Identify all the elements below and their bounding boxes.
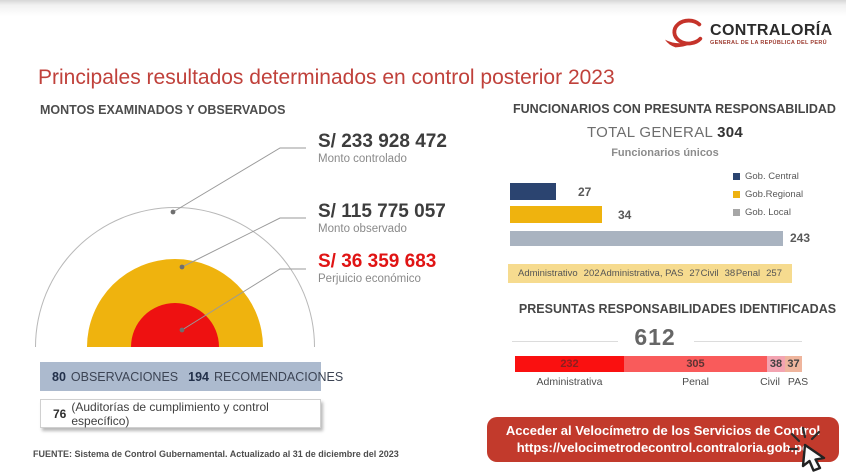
- source-note: FUENTE: Sistema de Control Gubernamental…: [33, 449, 399, 459]
- observaciones-value: 80: [52, 369, 66, 384]
- total-general: TOTAL GENERAL 304: [540, 124, 790, 141]
- recomendaciones-label: RECOMENDACIONES: [213, 369, 344, 384]
- monto-controlado-value: S/ 233 928 472: [318, 131, 447, 152]
- bar-gob-local-value: 243: [790, 231, 811, 245]
- segment-pas: 37: [785, 356, 802, 372]
- montos-heading: MONTOS EXAMINADOS Y OBSERVADOS: [40, 103, 286, 117]
- legend-item-gob-central: Gob. Central: [733, 171, 803, 182]
- segment-penal: 305: [624, 356, 767, 372]
- strip-item-civil: Civil 38: [700, 268, 736, 279]
- strip-item-administrativa-pas: Administrativa, PAS 27: [600, 268, 700, 279]
- velocimetro-button-line1: Acceder al Velocímetro de los Servicios …: [505, 422, 821, 438]
- contraloria-swoosh-icon: [664, 15, 706, 56]
- legend-item-gob-local: Gob. Local: [733, 207, 803, 218]
- funcionarios-unicos-subtitle: Funcionarios únicos: [611, 147, 719, 159]
- bar-gob-regional-value: 34: [618, 208, 632, 222]
- bar-gob-central-value: 27: [578, 185, 592, 199]
- legend-swatch-central: [733, 173, 740, 180]
- presuntas-heading: PRESUNTAS RESPONSABILIDADES IDENTIFICADA…: [518, 302, 837, 316]
- auditorias-value: 76: [53, 406, 67, 421]
- segment-administrativa: 232: [515, 356, 624, 372]
- observaciones-recomendaciones-bar: 80 OBSERVACIONES 194 RECOMENDACIONES: [40, 362, 343, 391]
- brand-name: CONTRALORÍA: [710, 22, 833, 40]
- bar-gob-local: [510, 231, 783, 246]
- velocimetro-link-button[interactable]: Acceder al Velocímetro de los Servicios …: [487, 417, 839, 462]
- legend-swatch-local: [733, 209, 740, 216]
- gob-legend: Gob. Central Gob.Regional Gob. Local: [733, 171, 803, 218]
- segment-label-pas: PAS: [787, 376, 809, 388]
- monto-controlado-label: Monto controlado: [318, 153, 407, 165]
- monto-observado-label: Monto observado: [318, 223, 407, 235]
- monto-observado-value: S/ 115 775 057: [318, 201, 446, 222]
- total-general-value: 304: [717, 124, 743, 141]
- bar-gob-central: [510, 183, 556, 200]
- recomendaciones-value: 194: [188, 369, 209, 384]
- velocimetro-button-url: https://velocimetrodecontrol.contraloria…: [516, 439, 810, 455]
- legend-swatch-regional: [733, 191, 740, 198]
- strip-item-penal: Penal 257: [735, 268, 782, 279]
- page-title: Principales resultados determinados en c…: [38, 66, 615, 89]
- bar-gob-regional: [510, 206, 602, 223]
- auditorias-box: 76 (Auditorías de cumplimiento y control…: [40, 399, 321, 428]
- legend-label: Gob.Regional: [745, 189, 804, 200]
- brand-subtitle: GENERAL DE LA REPÚBLICA DEL PERÚ: [710, 40, 827, 47]
- divider-right: [694, 341, 802, 342]
- legend-item-gob-regional: Gob.Regional: [733, 189, 803, 200]
- divider-left: [512, 341, 618, 342]
- observaciones-label: OBSERVACIONES: [70, 369, 179, 384]
- auditorias-label: (Auditorías de cumplimiento y control es…: [71, 399, 269, 428]
- perjuicio-economico-value: S/ 36 359 683: [318, 251, 437, 272]
- presuntas-total-value: 612: [634, 324, 676, 350]
- strip-item-administrativo: Administrativo 202: [518, 268, 600, 279]
- segment-label-civil: Civil: [760, 376, 780, 388]
- segment-label-penal: Penal: [682, 376, 709, 388]
- responsabilidad-strip: Administrativo 202 Administrativa, PAS 27 …: [508, 264, 792, 283]
- segment-label-administrativa: Administrativa: [536, 376, 603, 388]
- legend-label: Gob. Local: [745, 207, 791, 218]
- legend-label: Gob. Central: [745, 171, 799, 182]
- contraloria-logo: CONTRALORÍA GENERAL DE LA REPÚBLICA DEL …: [664, 14, 842, 56]
- segment-civil: 38: [767, 356, 785, 372]
- funcionarios-heading: FUNCIONARIOS CON PRESUNTA RESPONSABILIDA…: [513, 102, 836, 116]
- total-general-label: TOTAL GENERAL: [586, 124, 713, 141]
- responsabilidades-stacked-bar: 232 305 38 37: [515, 356, 802, 372]
- perjuicio-economico-label: Perjuicio económico: [318, 273, 421, 285]
